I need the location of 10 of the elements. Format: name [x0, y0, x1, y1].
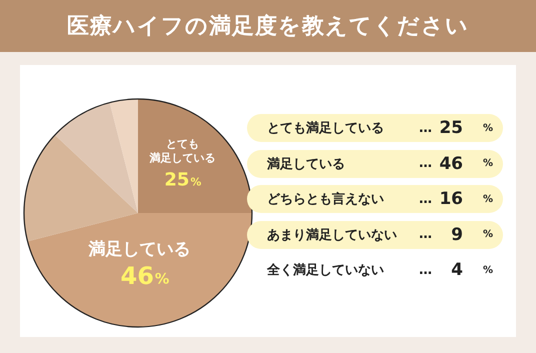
data-label: 46% [120, 262, 170, 290]
data-label: 25% [164, 169, 202, 190]
chart-title: 医療ハイフの満足度を教えてください [0, 0, 536, 52]
text: どちらとも言えない … 16 % [267, 189, 494, 209]
slice-label: とても満足している [148, 138, 216, 165]
text: とても満足している … 25 % [267, 118, 494, 138]
slice-label: 満足している [87, 239, 190, 260]
text: あまり満足していない … 9 % [267, 224, 494, 244]
text: 満足している … 46 % [267, 154, 494, 174]
text: 全く満足していない … 4 % [267, 260, 494, 280]
